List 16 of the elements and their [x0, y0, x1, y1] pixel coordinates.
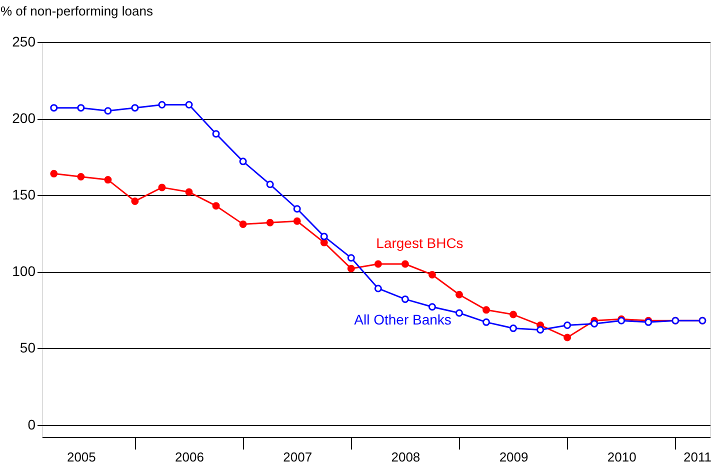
- series-label: All Other Banks: [354, 311, 452, 328]
- y-tick-label: 150: [12, 186, 36, 203]
- x-tick-label: 2011: [684, 450, 712, 464]
- y-tick-label: 100: [12, 263, 36, 280]
- y-tick-label: 250: [12, 34, 36, 50]
- y-tick-label: 200: [12, 110, 36, 126]
- x-tick-label: 2005: [66, 450, 96, 464]
- x-tick-label: 2010: [607, 450, 636, 464]
- x-tick-label: 2009: [499, 450, 528, 464]
- x-tick-label: 2008: [391, 450, 420, 464]
- series-label: Largest BHCs: [376, 234, 464, 251]
- y-tick-label: 0: [28, 416, 36, 432]
- x-tick-label: 2007: [283, 450, 312, 464]
- y-axis-title: % of non-performing loans: [0, 4, 154, 18]
- x-tick-label: 2006: [175, 450, 204, 464]
- y-tick-label: 50: [20, 340, 36, 356]
